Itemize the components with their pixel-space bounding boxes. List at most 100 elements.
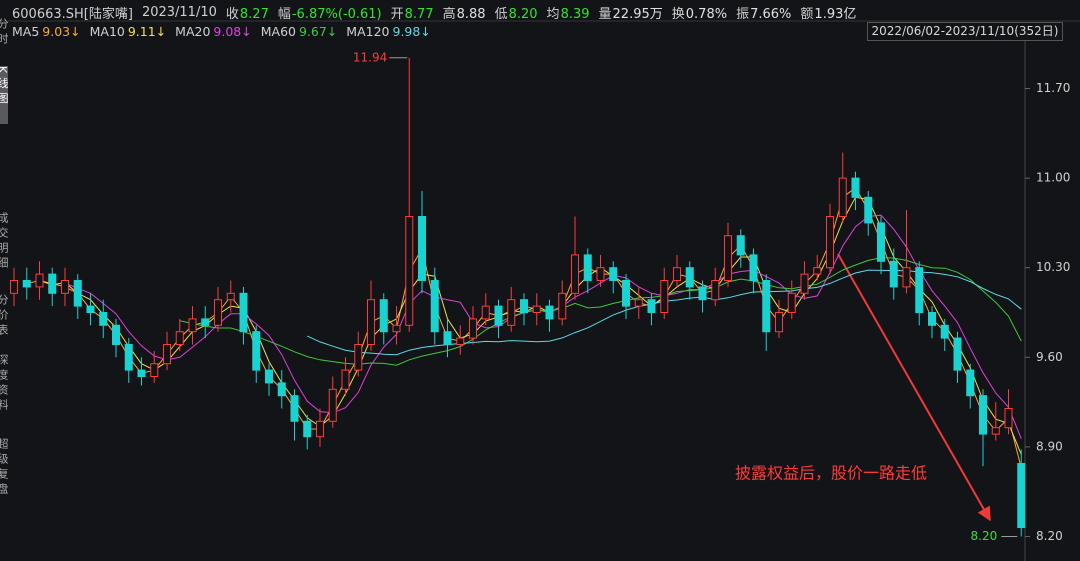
quote-item: 额1.93亿 bbox=[800, 3, 856, 22]
quote-value: 8.88 bbox=[456, 6, 486, 22]
candle-body bbox=[481, 305, 490, 320]
candle-body bbox=[966, 369, 975, 397]
candle-body bbox=[239, 292, 248, 333]
y-tick-label: 9.60 bbox=[1036, 350, 1063, 364]
candle-body bbox=[532, 305, 541, 313]
candle-body bbox=[1017, 463, 1026, 529]
side-tab[interactable]: 深度资料 bbox=[0, 354, 8, 414]
quote-bar: 600663.SH[陆家嘴] 2023/11/10 收8.27 幅-6.87%(-… bbox=[12, 2, 856, 22]
quote-value: -6.87%(-0.61) bbox=[291, 6, 382, 22]
candle-body bbox=[112, 324, 120, 345]
quote-item: 高8.88 bbox=[443, 3, 486, 22]
candle-body bbox=[124, 343, 133, 371]
quote-item: 低8.20 bbox=[495, 3, 538, 22]
candle-body bbox=[443, 331, 452, 345]
candle-body bbox=[392, 324, 401, 333]
ma-value: 9.98↓ bbox=[392, 23, 431, 39]
quote-label: 均 bbox=[546, 6, 560, 22]
candle-body bbox=[137, 369, 146, 377]
quote-item: 换0.78% bbox=[672, 3, 727, 22]
ma-value: 9.08↓ bbox=[213, 23, 252, 39]
candle-body bbox=[520, 299, 528, 313]
ma-value: 9.67↓ bbox=[298, 23, 338, 39]
candle-body bbox=[99, 311, 108, 326]
quote-item: 开8.77 bbox=[391, 3, 434, 22]
candle-body bbox=[622, 280, 630, 307]
candle-body bbox=[469, 318, 477, 339]
candle-body bbox=[558, 292, 567, 320]
quote-value: 8.20 bbox=[508, 6, 538, 22]
annotation: 披露权益后，股价一路走低 bbox=[735, 464, 927, 483]
candle-body bbox=[265, 369, 273, 384]
candle-body bbox=[354, 343, 363, 371]
ma-line bbox=[64, 214, 1022, 439]
candle-body bbox=[316, 420, 324, 438]
quote-value: 22.95万 bbox=[612, 6, 663, 22]
quote-label: 开 bbox=[390, 6, 404, 22]
ma-line bbox=[26, 186, 1022, 469]
candle-body bbox=[953, 337, 962, 371]
candle-body bbox=[35, 273, 44, 288]
candle-body bbox=[762, 280, 771, 333]
candle-body bbox=[545, 305, 554, 320]
candle-body bbox=[915, 267, 924, 313]
side-tab[interactable]: 分价表 bbox=[0, 294, 8, 339]
quote-value: 8.77 bbox=[404, 6, 434, 22]
candle-body bbox=[940, 324, 949, 339]
candle-body bbox=[851, 177, 860, 198]
candle-body bbox=[800, 273, 809, 294]
y-tick-label: 8.20 bbox=[1036, 529, 1063, 543]
quote-item: 幅-6.87%(-0.61) bbox=[278, 3, 382, 22]
ma-value: 9.03↓ bbox=[42, 23, 81, 39]
y-tick-label: 11.00 bbox=[1036, 171, 1070, 185]
candle-body bbox=[61, 280, 69, 294]
ma-item: MA60 9.67↓ bbox=[261, 24, 338, 39]
candle-body bbox=[150, 363, 159, 377]
candle-body bbox=[507, 299, 516, 326]
candle-body bbox=[660, 280, 669, 313]
candle-body bbox=[341, 369, 350, 390]
candle-body bbox=[609, 267, 618, 282]
candle-body bbox=[73, 280, 82, 307]
max-marker: 11.94 bbox=[353, 50, 387, 64]
quote-date: 2023/11/10 bbox=[141, 4, 217, 20]
side-tab[interactable]: 超级复盘 bbox=[0, 438, 8, 498]
candle-body bbox=[188, 318, 197, 333]
candle-body bbox=[405, 216, 414, 326]
quote-label: 幅 bbox=[277, 6, 291, 22]
candle-body bbox=[494, 305, 503, 326]
candle-body bbox=[290, 395, 299, 422]
candle-body bbox=[367, 299, 375, 345]
quote-label: 量 bbox=[598, 6, 612, 22]
candle-body bbox=[902, 267, 911, 288]
ma-legend: MA5 9.03↓ MA10 9.11↓ MA20 9.08↓ MA60 9.67↓ MA120… bbox=[12, 22, 431, 40]
side-tab[interactable]: 分时图 bbox=[0, 18, 8, 48]
candle-body bbox=[736, 235, 745, 256]
quote-label: 收 bbox=[225, 6, 239, 22]
candle-body bbox=[226, 292, 235, 301]
candle-body bbox=[838, 177, 847, 218]
candle-body bbox=[328, 388, 337, 422]
candle-body bbox=[991, 427, 1000, 435]
quote-item: 量22.95万 bbox=[599, 3, 663, 22]
candle-body bbox=[86, 305, 95, 313]
stock-code: 600663.SH[陆家嘴] bbox=[12, 6, 133, 22]
candle-body bbox=[673, 267, 681, 282]
quote-label: 高 bbox=[442, 6, 456, 22]
candle-body bbox=[277, 382, 286, 397]
side-tab[interactable]: 成交明细 bbox=[0, 212, 8, 272]
candle-body bbox=[928, 311, 936, 326]
candle-body bbox=[787, 292, 796, 313]
quote-label: 额 bbox=[800, 6, 814, 22]
side-tab[interactable]: K线图 bbox=[0, 66, 8, 124]
ma-item: MA5 9.03↓ bbox=[12, 24, 81, 39]
date-range[interactable]: 2022/06/02-2023/11/10(352日) bbox=[867, 22, 1063, 41]
min-marker: 8.20 bbox=[971, 529, 998, 543]
candle-body bbox=[634, 299, 643, 307]
quote-value: 1.93亿 bbox=[814, 6, 857, 22]
candle-body bbox=[1004, 407, 1013, 429]
quote-value: 7.66% bbox=[750, 6, 792, 22]
candle-body bbox=[724, 235, 732, 282]
quote-label: 振 bbox=[736, 6, 750, 22]
